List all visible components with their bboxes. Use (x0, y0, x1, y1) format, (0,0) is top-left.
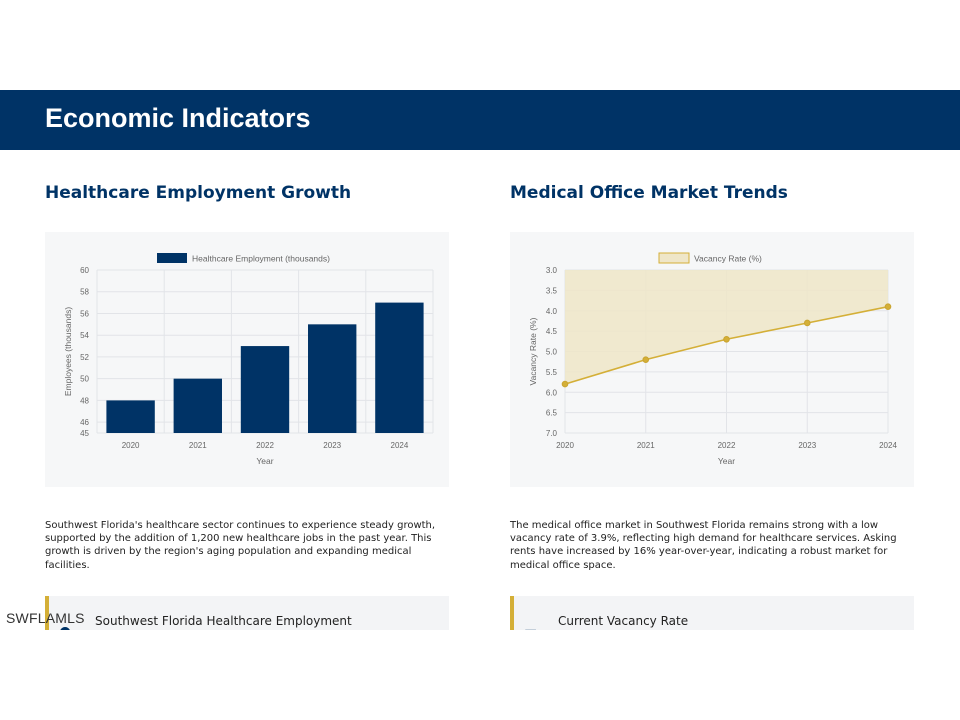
bar-2020 (106, 400, 155, 433)
card-stat-icon: ▬ (524, 624, 537, 630)
y-tick-label: 3.0 (546, 266, 558, 275)
x-tick-label: 2020 (556, 441, 574, 450)
x-tick-label: 2024 (391, 441, 409, 450)
y-tick-label: 3.5 (546, 286, 558, 295)
card-stat-icon: ● (59, 624, 71, 630)
x-tick-label: 2020 (122, 441, 140, 450)
legend-swatch (157, 253, 187, 263)
legend-label: Vacancy Rate (%) (694, 254, 762, 264)
employment-chart: 45 46 48 50 52 54 56 58 60 2020 2021 2022 2023 2024 Ye… (45, 232, 449, 487)
x-tick-label: 2023 (323, 441, 341, 450)
y-tick-label: 48 (80, 396, 89, 405)
x-tick-label: 2022 (256, 441, 274, 450)
y-tick-label: 50 (80, 375, 89, 384)
vacancy-chart: 3.0 3.5 4.0 4.5 5.0 5.5 6.0 6.5 7.0 2020 2021 2022 2… (510, 232, 914, 487)
y-tick-label: 5.0 (546, 348, 558, 357)
y-tick-label: 58 (80, 288, 89, 297)
market-description: The medical office market in Southwest F… (510, 520, 897, 571)
y-tick-label: 56 (80, 309, 89, 318)
x-tick-label: 2024 (879, 441, 897, 450)
y-tick-label: 46 (80, 418, 89, 427)
employment-chart-svg: 45 46 48 50 52 54 56 58 60 2020 2021 2022 2023 2024 Ye… (63, 253, 434, 466)
y-tick-label: 7.0 (546, 429, 558, 438)
legend-label: Healthcare Employment (thousands) (192, 254, 330, 264)
y-tick-label: 60 (80, 266, 89, 275)
employment-description: Southwest Florida's healthcare sector co… (45, 520, 436, 571)
vacancy-chart-svg: 3.0 3.5 4.0 4.5 5.0 5.5 6.0 6.5 7.0 2020 2021 2022 2… (528, 252, 897, 466)
vacancy-stat-card: ▬ Current Vacancy Rate (510, 596, 914, 630)
office-market-title: Medical Office Market Trends (510, 183, 788, 203)
x-tick-label: 2022 (718, 441, 736, 450)
point-2020 (561, 380, 569, 388)
employment-stat-card: ● Southwest Florida Healthcare Employmen… (45, 596, 449, 630)
bar-2023 (308, 324, 357, 433)
vacancy-card-label: Current Vacancy Rate (558, 614, 689, 628)
x-tick-label: 2021 (189, 441, 207, 450)
card-accent-bar (510, 596, 514, 630)
y-axis-label: Employees (thousands) (63, 307, 73, 396)
point-2024 (884, 303, 892, 310)
y-tick-label: 54 (80, 331, 89, 340)
card-accent-bar (45, 596, 49, 630)
y-tick-label: 52 (80, 353, 89, 362)
bar-2021 (173, 378, 222, 433)
bar-2022 (240, 346, 290, 433)
x-tick-label: 2023 (798, 441, 816, 450)
vacancy-area (565, 270, 888, 385)
legend-swatch (658, 252, 690, 264)
y-tick-label: 45 (80, 429, 89, 438)
point-2023 (803, 319, 811, 327)
page-header: Economic Indicators (0, 90, 960, 150)
y-tick-label: 6.5 (546, 409, 558, 418)
x-axis-label: Year (256, 456, 273, 466)
page-title: Economic Indicators (45, 103, 311, 133)
y-tick-label: 5.5 (546, 368, 558, 377)
x-tick-label: 2021 (637, 441, 655, 450)
point-2022 (723, 335, 730, 343)
y-axis-label: Vacancy Rate (%) (528, 317, 538, 385)
employment-growth-title: Healthcare Employment Growth (45, 183, 352, 203)
y-tick-label: 6.0 (546, 388, 558, 397)
y-tick-label: 4.0 (546, 307, 558, 316)
swflamls-logo: SWFLAMLS (6, 610, 85, 626)
x-axis-label: Year (718, 456, 735, 466)
employment-card-label: Southwest Florida Healthcare Employment (95, 614, 352, 628)
point-2021 (642, 356, 650, 363)
y-tick-label: 4.5 (546, 327, 558, 336)
bar-2024 (375, 302, 424, 433)
page-bottom (0, 630, 960, 720)
